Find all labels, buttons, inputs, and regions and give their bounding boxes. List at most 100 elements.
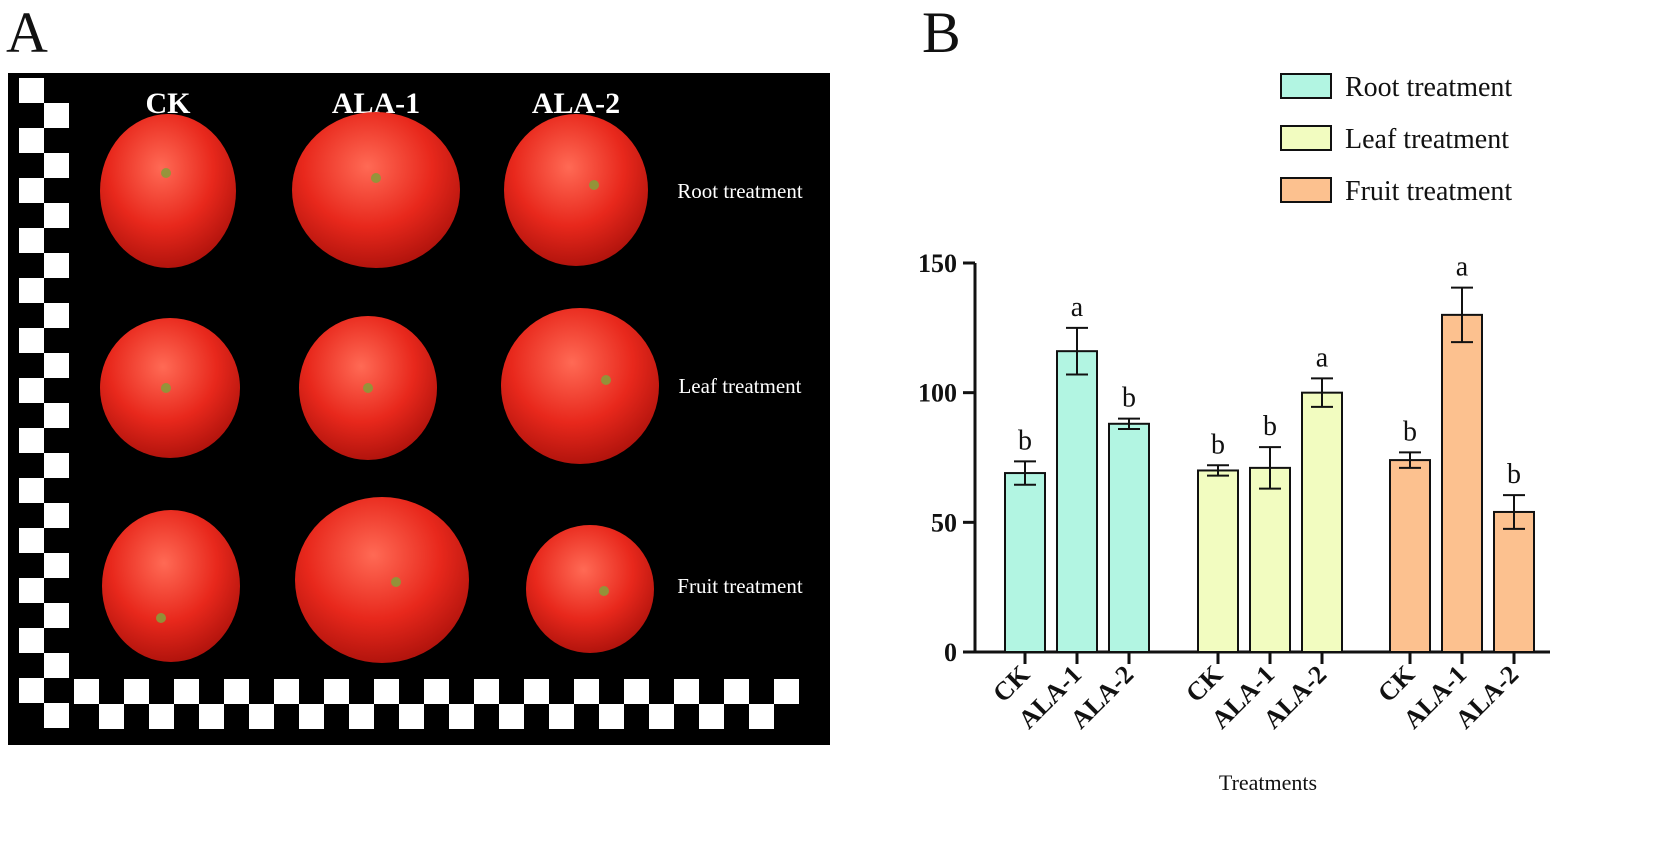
tomato-fruit: [501, 308, 659, 464]
bar: [1056, 350, 1098, 653]
scale-square: [599, 704, 624, 729]
scale-square: [149, 704, 174, 729]
significance-letter: b: [1403, 416, 1417, 447]
scale-square: [19, 578, 44, 603]
significance-letter: b: [1122, 383, 1136, 414]
scale-square: [574, 679, 599, 704]
scale-square: [19, 228, 44, 253]
significance-letter: b: [1263, 411, 1277, 442]
tomato-calyx-scar: [391, 577, 401, 587]
scale-square: [399, 704, 424, 729]
significance-letter: a: [1316, 342, 1329, 373]
scale-square: [274, 679, 299, 704]
bar: [1301, 391, 1343, 653]
fruit-weight-chart-panel: Root treatment Leaf treatment Fruit treatm…: [874, 0, 1665, 844]
scale-square: [44, 103, 69, 128]
scale-square: [19, 378, 44, 403]
scale-square: [499, 704, 524, 729]
significance-letter: a: [1071, 292, 1084, 323]
panel-a-letter: A: [6, 0, 48, 65]
scale-square: [474, 679, 499, 704]
scale-square: [44, 353, 69, 378]
tomato-calyx-scar: [161, 168, 171, 178]
scale-square: [649, 704, 674, 729]
scale-square: [74, 679, 99, 704]
scale-square: [349, 704, 374, 729]
scale-square: [224, 679, 249, 704]
tomato-fruit: [295, 497, 469, 663]
scale-square: [44, 403, 69, 428]
scale-square: [449, 704, 474, 729]
scale-square: [424, 679, 449, 704]
tomato-calyx-scar: [156, 613, 166, 623]
legend-label: Root treatment: [1345, 72, 1512, 103]
scale-square: [19, 428, 44, 453]
tomato-calyx-scar: [161, 383, 171, 393]
tomato-fruit: [504, 114, 648, 266]
significance-letter: b: [1507, 459, 1521, 490]
scale-square: [674, 679, 699, 704]
scale-square: [199, 704, 224, 729]
scale-square: [19, 278, 44, 303]
y-tick-label: 0: [944, 638, 957, 667]
scale-square: [624, 679, 649, 704]
bar: [1108, 422, 1150, 653]
significance-letter: b: [1211, 429, 1225, 460]
scale-square: [19, 678, 44, 703]
scale-square: [44, 653, 69, 678]
bar: [1197, 469, 1239, 654]
y-tick-label: 150: [918, 249, 957, 278]
tomato-fruit: [526, 525, 654, 653]
legend-swatch: [1280, 125, 1332, 151]
bar: [1249, 466, 1291, 653]
legend-label: Leaf treatment: [1345, 124, 1509, 155]
scale-square: [124, 679, 149, 704]
scale-square: [19, 128, 44, 153]
scale-square: [19, 628, 44, 653]
tomato-fruit: [292, 112, 460, 268]
scale-square: [249, 704, 274, 729]
tomato-calyx-scar: [371, 173, 381, 183]
scale-square: [44, 503, 69, 528]
bar: [1004, 472, 1046, 653]
scale-square: [374, 679, 399, 704]
scale-square: [524, 679, 549, 704]
tomato-calyx-scar: [589, 180, 599, 190]
tomato-photo-panel: CK ALA-1 ALA-2 Root treatment Leaf treatment…: [8, 73, 830, 745]
legend-label: Fruit treatment: [1345, 176, 1512, 207]
bar: [1441, 313, 1483, 653]
scale-square: [19, 178, 44, 203]
scale-square: [19, 328, 44, 353]
tomato-fruit: [102, 510, 240, 662]
scale-square: [19, 78, 44, 103]
scale-square: [774, 679, 799, 704]
scale-square: [44, 253, 69, 278]
scale-square: [549, 704, 574, 729]
scale-square: [44, 303, 69, 328]
panel-b-letter: B: [922, 0, 961, 65]
significance-letter: a: [1456, 252, 1469, 283]
scale-square: [99, 704, 124, 729]
scale-square: [44, 203, 69, 228]
photo-row-label: Root treatment: [677, 179, 803, 203]
scale-square: [749, 704, 774, 729]
photo-row-label: Fruit treatment: [677, 574, 803, 598]
bar: [1389, 459, 1431, 653]
tomato-calyx-scar: [363, 383, 373, 393]
bar: [1493, 510, 1535, 653]
scale-square: [19, 528, 44, 553]
tomato-fruit: [100, 114, 236, 268]
x-axis-label: Treatments: [1219, 770, 1317, 795]
photo-row-label: Leaf treatment: [678, 374, 801, 398]
tomato-calyx-scar: [599, 586, 609, 596]
tomato-calyx-scar: [601, 375, 611, 385]
scale-square: [174, 679, 199, 704]
y-tick-label: 100: [918, 379, 957, 408]
scale-square: [44, 153, 69, 178]
scale-square: [699, 704, 724, 729]
scale-square: [19, 478, 44, 503]
y-tick-label: 50: [931, 508, 957, 537]
fruit-weight-bar-chart: Root treatment Leaf treatment Fruit treatm…: [874, 72, 1550, 795]
scale-square: [324, 679, 349, 704]
